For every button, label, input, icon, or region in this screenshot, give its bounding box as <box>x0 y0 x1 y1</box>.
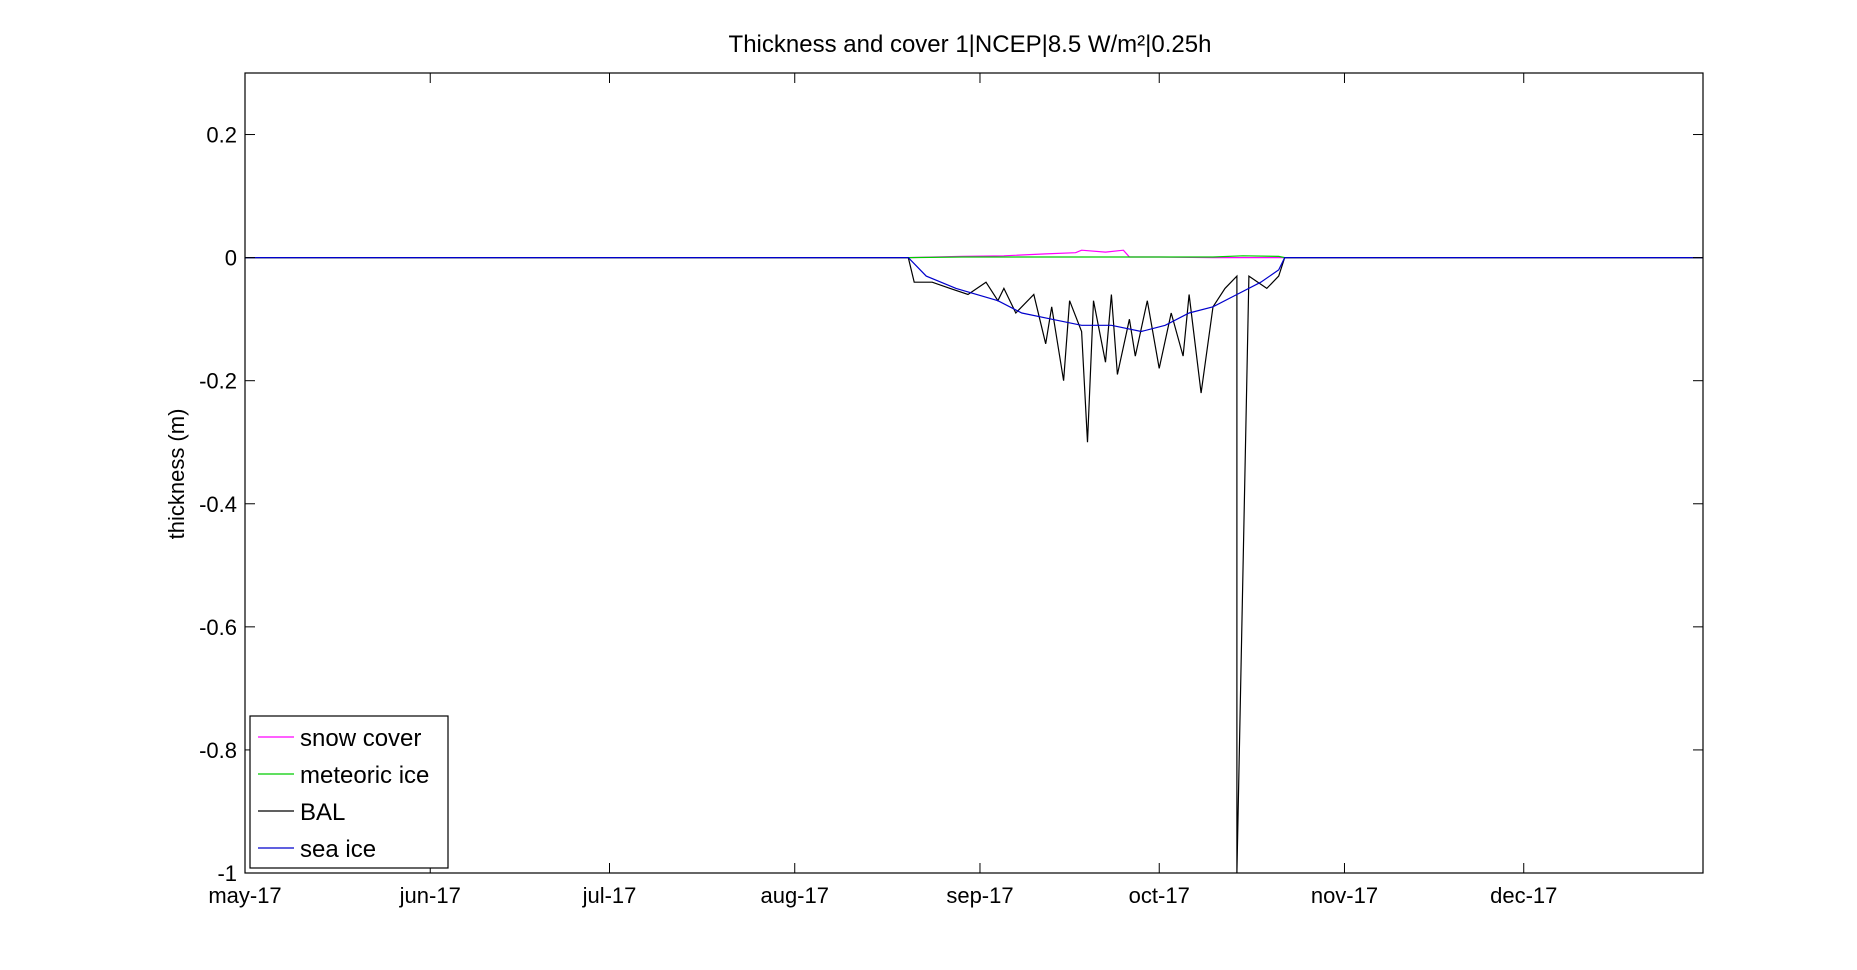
plot-frame <box>244 72 1704 874</box>
series-line-sea-ice <box>245 257 1703 333</box>
x-tick-label: jul-17 <box>582 883 637 908</box>
x-tick-label: oct-17 <box>1129 883 1190 908</box>
y-tick-label: -0.6 <box>199 615 237 640</box>
x-tick-label: sep-17 <box>946 883 1013 908</box>
legend-label: meteoric ice <box>300 762 429 789</box>
series-line-meteoric-ice <box>245 255 1703 259</box>
plot-area <box>245 249 1703 874</box>
y-tick-label: -0.2 <box>199 369 237 394</box>
y-tick-label: 0 <box>225 246 237 271</box>
x-tick-label: nov-17 <box>1311 883 1378 908</box>
x-tick-label: may-17 <box>208 883 281 908</box>
y-tick-label: -1 <box>217 861 237 886</box>
legend-box <box>249 715 449 869</box>
series-line-BAL <box>245 257 1703 874</box>
y-tick-label: -0.4 <box>199 492 237 517</box>
legend: snow cover meteoric ice BAL sea ice <box>249 715 449 869</box>
legend-label: snow cover <box>300 725 421 752</box>
y-tick-label: 0.2 <box>206 123 237 148</box>
y-axis-label: thickness (m) <box>164 409 189 540</box>
x-tick-label: aug-17 <box>760 883 829 908</box>
y-tick-label: -0.8 <box>199 738 237 763</box>
x-tick-label: jun-17 <box>399 883 461 908</box>
legend-label: sea ice <box>300 836 376 863</box>
x-tick-label: dec-17 <box>1490 883 1557 908</box>
legend-label: BAL <box>300 799 345 826</box>
chart-title: Thickness and cover 1|NCEP|8.5 W/m²|0.25… <box>729 31 1212 58</box>
